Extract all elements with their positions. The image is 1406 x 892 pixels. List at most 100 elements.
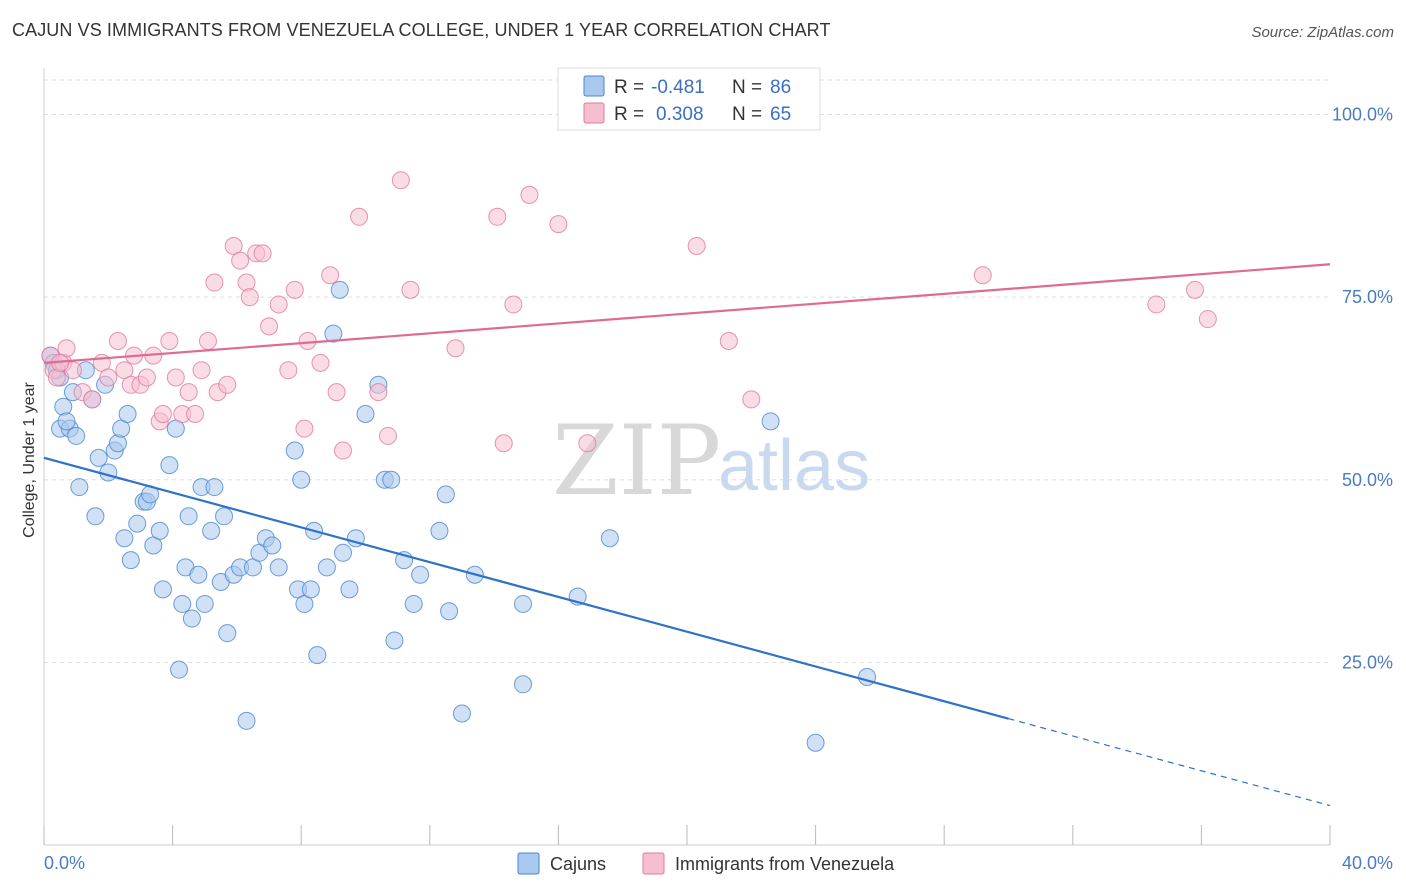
cajun-point [356,405,375,424]
watermark: ZIP atlas [552,405,870,517]
cajun-trend-extension [1008,718,1331,807]
cajun-point [308,646,327,665]
legend-r-label-venezuela: R = [614,104,644,125]
cajun-point [263,536,282,555]
venezuela-point [350,207,369,226]
venezuela-point [205,273,224,292]
venezuela-trend-line [43,263,1331,364]
cajun-point [179,507,198,526]
axes [43,68,1331,846]
venezuela-point [137,368,156,387]
venezuela-point [1185,280,1204,299]
chart-title: CAJUN VS IMMIGRANTS FROM VENEZUELA COLLE… [12,20,831,40]
venezuela-point [218,375,237,394]
cajun-point [189,565,208,584]
cajun-point [86,507,105,526]
venezuela-point [179,383,198,402]
venezuela-point [99,368,118,387]
series-legend-swatch-venezuela [642,852,665,875]
legend-swatch-venezuela [583,102,605,124]
cajun-point [121,551,140,570]
cajun-point [150,521,169,540]
venezuela-point [186,405,205,424]
venezuela-point [504,295,523,314]
venezuela-point [520,185,539,204]
venezuela-point [488,207,507,226]
cajun-point [153,580,172,599]
cajun-point [160,456,179,475]
venezuela-point [285,280,304,299]
venezuela-point [578,434,597,453]
cajun-point [202,521,221,540]
cajun-point [205,478,224,497]
watermark-zip: ZIP [552,405,721,517]
legend-n-value-cajuns: 86 [770,77,791,98]
venezuela-point [260,317,279,336]
x-tick-label: 40.0% [1342,853,1393,873]
tick-labels: 25.0% 50.0% 75.0% 100.0% 0.0% 40.0% [44,105,1393,873]
cajun-point [285,441,304,460]
venezuela-point [687,237,706,256]
cajun-point [54,397,73,416]
series-legend-swatch-cajuns [517,852,540,875]
cajun-point [330,280,349,299]
cajun-point [182,609,201,628]
cajun-point [761,412,780,431]
venezuela-point [240,288,259,307]
series-legend-label-cajuns: Cajuns [550,854,606,874]
cajun-point [218,624,237,643]
y-tick-label: 75.0% [1342,287,1393,307]
venezuela-point [295,419,314,438]
cajun-point [128,514,147,533]
cajun-point [317,558,336,577]
venezuela-point [237,273,256,292]
venezuela-point [742,390,761,409]
y-tick-label: 50.0% [1342,470,1393,490]
trend-lines [43,263,1331,807]
legend-n-label-cajuns: N = [732,77,762,98]
cajun-point [382,470,401,489]
cajun-point [452,704,471,723]
cajun-point [333,543,352,562]
cajun-point [514,675,533,694]
cajun-point [404,594,423,613]
venezuela-point [494,434,513,453]
venezuela-point [269,295,288,314]
legend-n-value-venezuela: 65 [770,104,791,125]
y-axis-label: College, Under 1 year [21,382,38,538]
venezuela-point [108,331,127,350]
cajun-point [108,434,127,453]
cajun-point [115,529,134,548]
venezuela-point [1198,310,1217,329]
cajun-point [215,507,234,526]
venezuela-point [153,405,172,424]
venezuela-point [166,368,185,387]
cajun-point [301,580,320,599]
cajun-point [385,631,404,650]
watermark-atlas: atlas [718,426,870,506]
cajun-point [170,660,189,679]
cajun-point [57,412,76,431]
venezuela-point [333,441,352,460]
chart-source: Source: ZipAtlas.com [1251,24,1394,41]
stats-legend: R = -0.481 N = 86 R = 0.308 N = 65 [557,67,821,131]
venezuela-point [973,266,992,285]
venezuela-point [83,390,102,409]
cajun-point [514,594,533,613]
cajun-point [173,594,192,613]
cajun-point [340,580,359,599]
cajun-point [324,324,343,343]
legend-swatch-cajuns [583,75,605,97]
venezuela-point [311,353,330,372]
y-tick-label: 25.0% [1342,652,1393,672]
venezuela-point [192,361,211,380]
venezuela-point [327,383,346,402]
cajun-point [67,426,86,445]
venezuela-point [160,331,179,350]
cajun-point [70,478,89,497]
legend-r-value-venezuela: 0.308 [656,104,704,125]
venezuela-point [401,280,420,299]
venezuela-point [549,215,568,234]
series-legend-label-venezuela: Immigrants from Venezuela [675,854,895,874]
